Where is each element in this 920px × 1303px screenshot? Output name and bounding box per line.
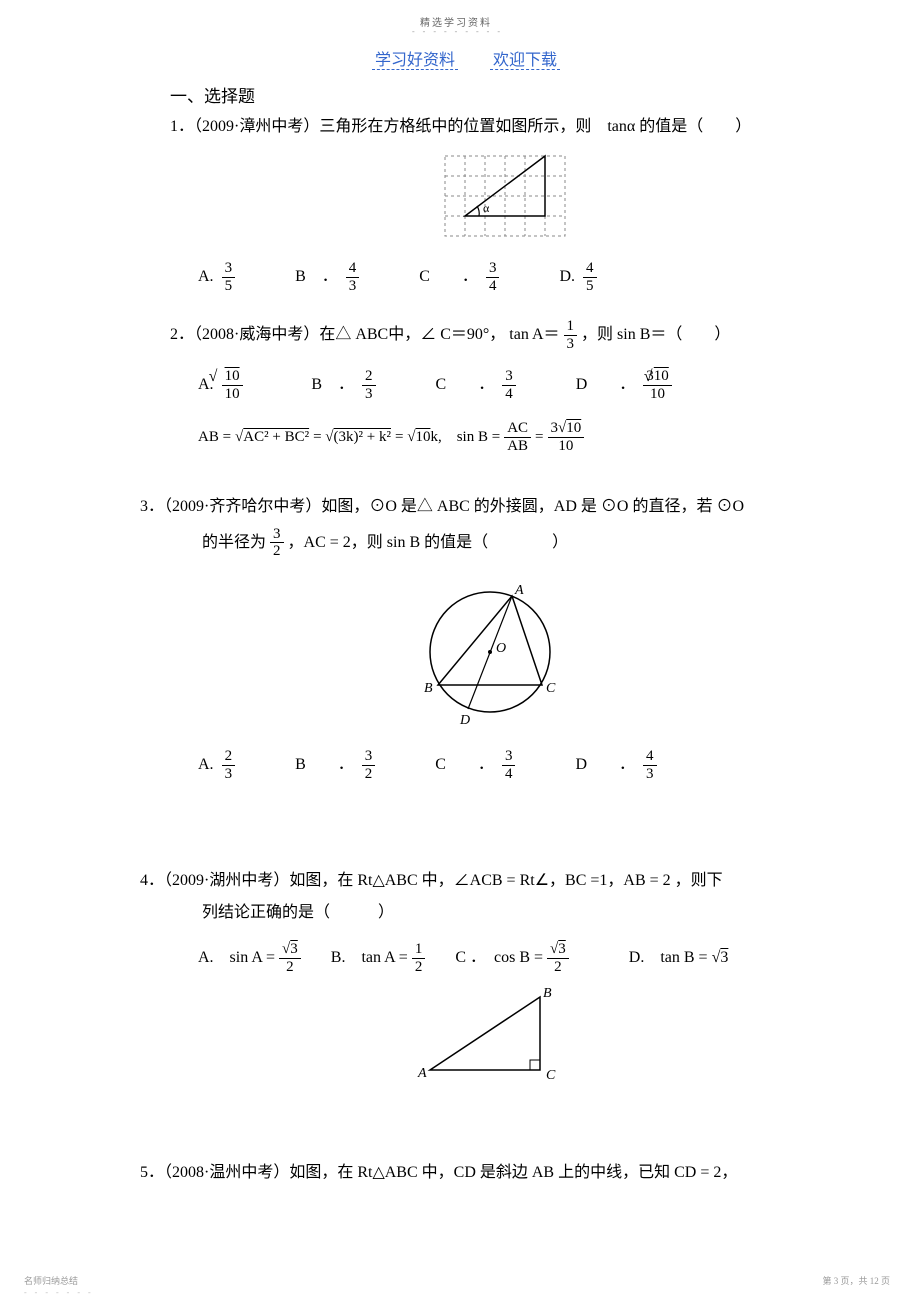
q4-line2: 列结论正确的是（ ） — [140, 900, 840, 926]
question-4: 4．（2009·湖州中考）如图，在 Rt△ABC 中，∠ACB = Rt∠，BC… — [140, 868, 840, 1102]
q1-text: 1．（2009·漳州中考）三角形在方格纸中的位置如图所示，则 tanα 的值是（… — [170, 114, 840, 140]
q3-choice-a: A. 23 — [198, 748, 235, 782]
footer-left-underline: - - - - - - - — [24, 1288, 94, 1297]
q3-choices: A. 23 B ． 32 C ． 34 D ． 43 — [140, 748, 840, 782]
q4-choice-b: B. tan A = 12 — [331, 941, 426, 975]
label-o: O — [496, 641, 506, 656]
q4-choices: A. sin A = √32 B. tan A = 12 C ． cos B =… — [140, 941, 840, 975]
header-main: 学习好资料 欢迎下载 — [372, 46, 560, 70]
question-3: 3．（2009·齐齐哈尔中考）如图，⊙O 是△ ABC 的外接圆，AD 是 ⊙O… — [140, 494, 840, 782]
label-a: A — [417, 1066, 427, 1081]
header-right: 欢迎下载 — [490, 52, 560, 70]
q4-choice-d: D. tan B = √3 — [629, 945, 729, 971]
q3-choice-d: D ． 43 — [575, 748, 656, 782]
header-small-underline: - - - - - - - - - — [412, 27, 503, 36]
q4-figure: A B C — [140, 985, 840, 1094]
q1-choice-b: B ． 43 — [295, 260, 359, 294]
q1-choices: A. 35 B ． 43 C ． 34 D. 45 — [170, 260, 840, 294]
q1-choice-c: C ． 34 — [419, 260, 499, 294]
q1-choice-a: A. 35 — [198, 260, 235, 294]
label-d: D — [459, 713, 470, 728]
question-1: 1．（2009·漳州中考）三角形在方格纸中的位置如图所示，则 tanα 的值是（… — [170, 114, 840, 294]
q4-choice-a: A. sin A = √32 — [198, 941, 301, 975]
q2-choice-d: D ． 31010 √ — [576, 368, 681, 402]
q2-choice-c: C ． 34 — [436, 368, 516, 402]
q5-text: 5．（2008·温州中考）如图，在 Rt△ABC 中，CD 是斜边 AB 上的中… — [140, 1160, 840, 1186]
q2-working: AB = √AC² + BC² = √(3k)² + k² = √10k, si… — [170, 420, 840, 454]
q2-choices: A. 1010 √ B ． 23 C ． 34 D ． 31010 √ — [170, 368, 840, 402]
q4-line1: 4．（2009·湖州中考）如图，在 Rt△ABC 中，∠ACB = Rt∠，BC… — [140, 868, 840, 894]
q3-line2: 的半径为 32 ，AC = 2，则 sin B 的值是（ ） — [140, 526, 840, 560]
footer-right: 第 3 页，共 12 页 — [822, 1274, 890, 1287]
label-c: C — [546, 1068, 556, 1083]
label-a: A — [514, 583, 524, 598]
q2-choice-b: B ． 23 — [311, 368, 375, 402]
q3-figure: A B C D O — [140, 572, 840, 741]
right-triangle-figure: A B C — [400, 985, 580, 1085]
header-left: 学习好资料 — [372, 52, 458, 70]
question-5: 5．（2008·温州中考）如图，在 Rt△ABC 中，CD 是斜边 AB 上的中… — [140, 1160, 840, 1186]
section-title: 一、选择题 — [170, 82, 255, 107]
q2-text: 2．（2008·威海中考）在△ ABC中，∠ C＝90°， tan A＝ 13 … — [170, 318, 840, 352]
q3-line1: 3．（2009·齐齐哈尔中考）如图，⊙O 是△ ABC 的外接圆，AD 是 ⊙O… — [140, 494, 840, 520]
q3-choice-c: C ． 34 — [435, 748, 515, 782]
footer-left: 名师归纳总结 — [24, 1274, 78, 1287]
circle-triangle-figure: A B C D O — [400, 572, 580, 732]
label-b: B — [424, 681, 433, 696]
q4-choice-c: C ． cos B = √32 — [455, 941, 568, 975]
q3-choice-b: B ． 32 — [295, 748, 375, 782]
grid-triangle-figure: α — [435, 148, 575, 244]
alpha-label: α — [483, 201, 490, 215]
q1-figure: α — [170, 148, 840, 253]
label-b: B — [543, 986, 552, 1001]
question-2: 2．（2008·威海中考）在△ ABC中，∠ C＝90°， tan A＝ 13 … — [170, 318, 840, 454]
q1-choice-d: D. 45 — [559, 260, 596, 294]
q2-choice-a: A. 1010 √ — [198, 368, 251, 402]
label-c: C — [546, 681, 556, 696]
